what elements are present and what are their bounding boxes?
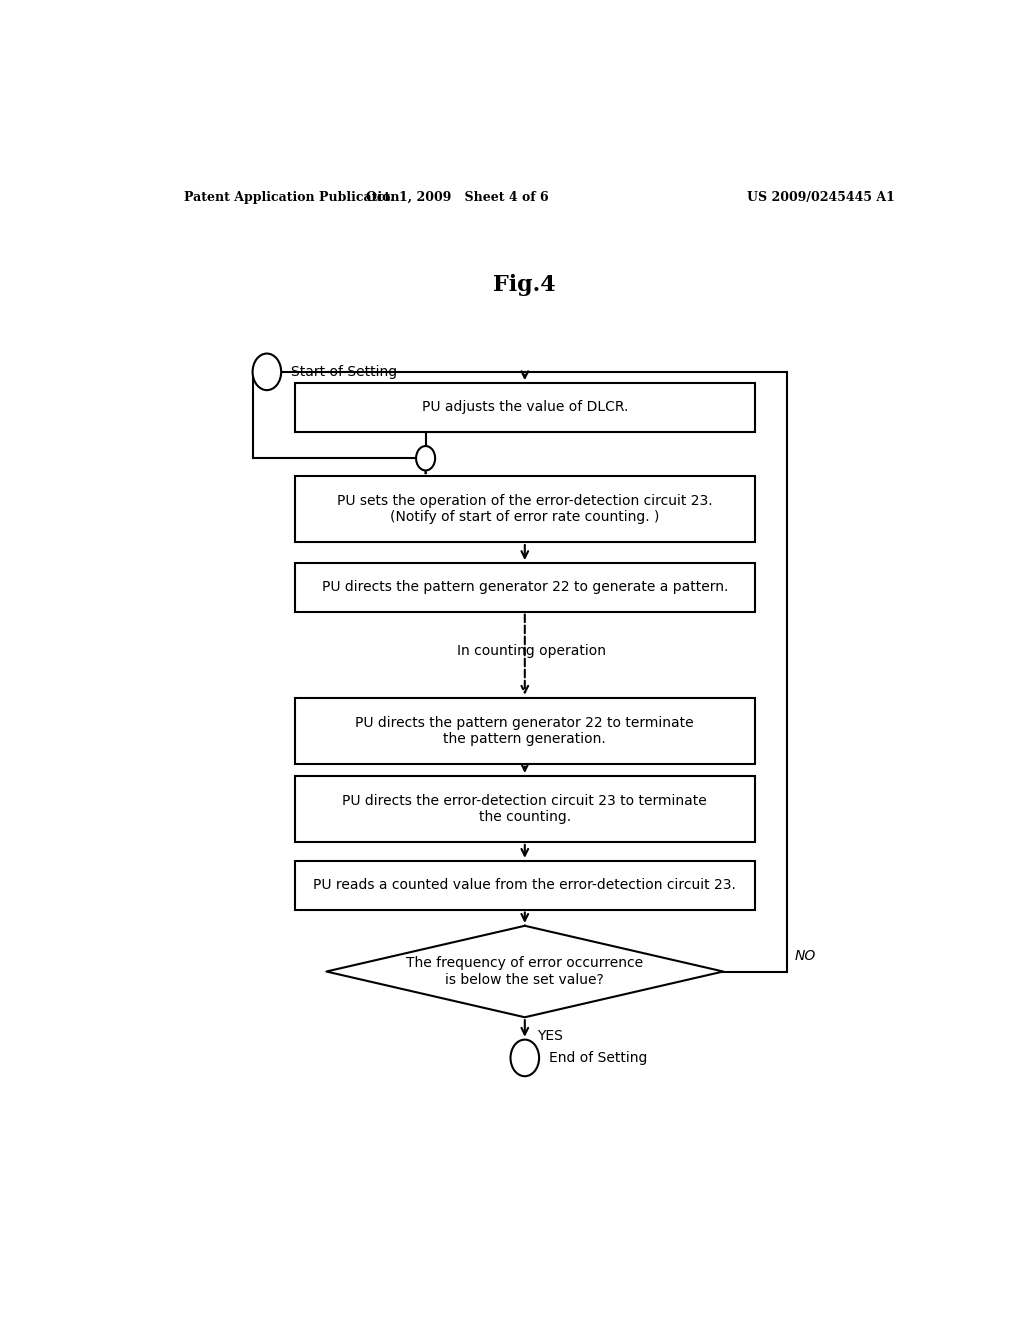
Text: NO: NO: [795, 949, 816, 964]
Text: YES: YES: [537, 1028, 562, 1043]
Circle shape: [253, 354, 282, 391]
Text: Oct. 1, 2009   Sheet 4 of 6: Oct. 1, 2009 Sheet 4 of 6: [366, 190, 549, 203]
Text: PU directs the pattern generator 22 to generate a pattern.: PU directs the pattern generator 22 to g…: [322, 581, 728, 594]
Text: Patent Application Publication: Patent Application Publication: [183, 190, 399, 203]
Bar: [295, 776, 755, 842]
Circle shape: [416, 446, 435, 470]
Bar: [295, 383, 755, 432]
Text: PU directs the pattern generator 22 to terminate
the pattern generation.: PU directs the pattern generator 22 to t…: [355, 715, 694, 746]
Bar: [295, 861, 755, 909]
Text: End of Setting: End of Setting: [549, 1051, 647, 1065]
Text: The frequency of error occurrence
is below the set value?: The frequency of error occurrence is bel…: [407, 957, 643, 986]
Bar: [295, 562, 755, 611]
Text: PU reads a counted value from the error-detection circuit 23.: PU reads a counted value from the error-…: [313, 878, 736, 892]
Text: In counting operation: In counting operation: [458, 644, 606, 659]
Text: US 2009/0245445 A1: US 2009/0245445 A1: [748, 190, 895, 203]
Text: PU sets the operation of the error-detection circuit 23.
(Notify of start of err: PU sets the operation of the error-detec…: [337, 494, 713, 524]
Text: PU directs the error-detection circuit 23 to terminate
the counting.: PU directs the error-detection circuit 2…: [342, 793, 708, 824]
Text: Start of Setting: Start of Setting: [291, 364, 397, 379]
Text: Fig.4: Fig.4: [494, 275, 556, 297]
Bar: [295, 697, 755, 764]
Circle shape: [511, 1040, 539, 1076]
Text: PU adjusts the value of DLCR.: PU adjusts the value of DLCR.: [422, 400, 628, 414]
Bar: [295, 477, 755, 543]
